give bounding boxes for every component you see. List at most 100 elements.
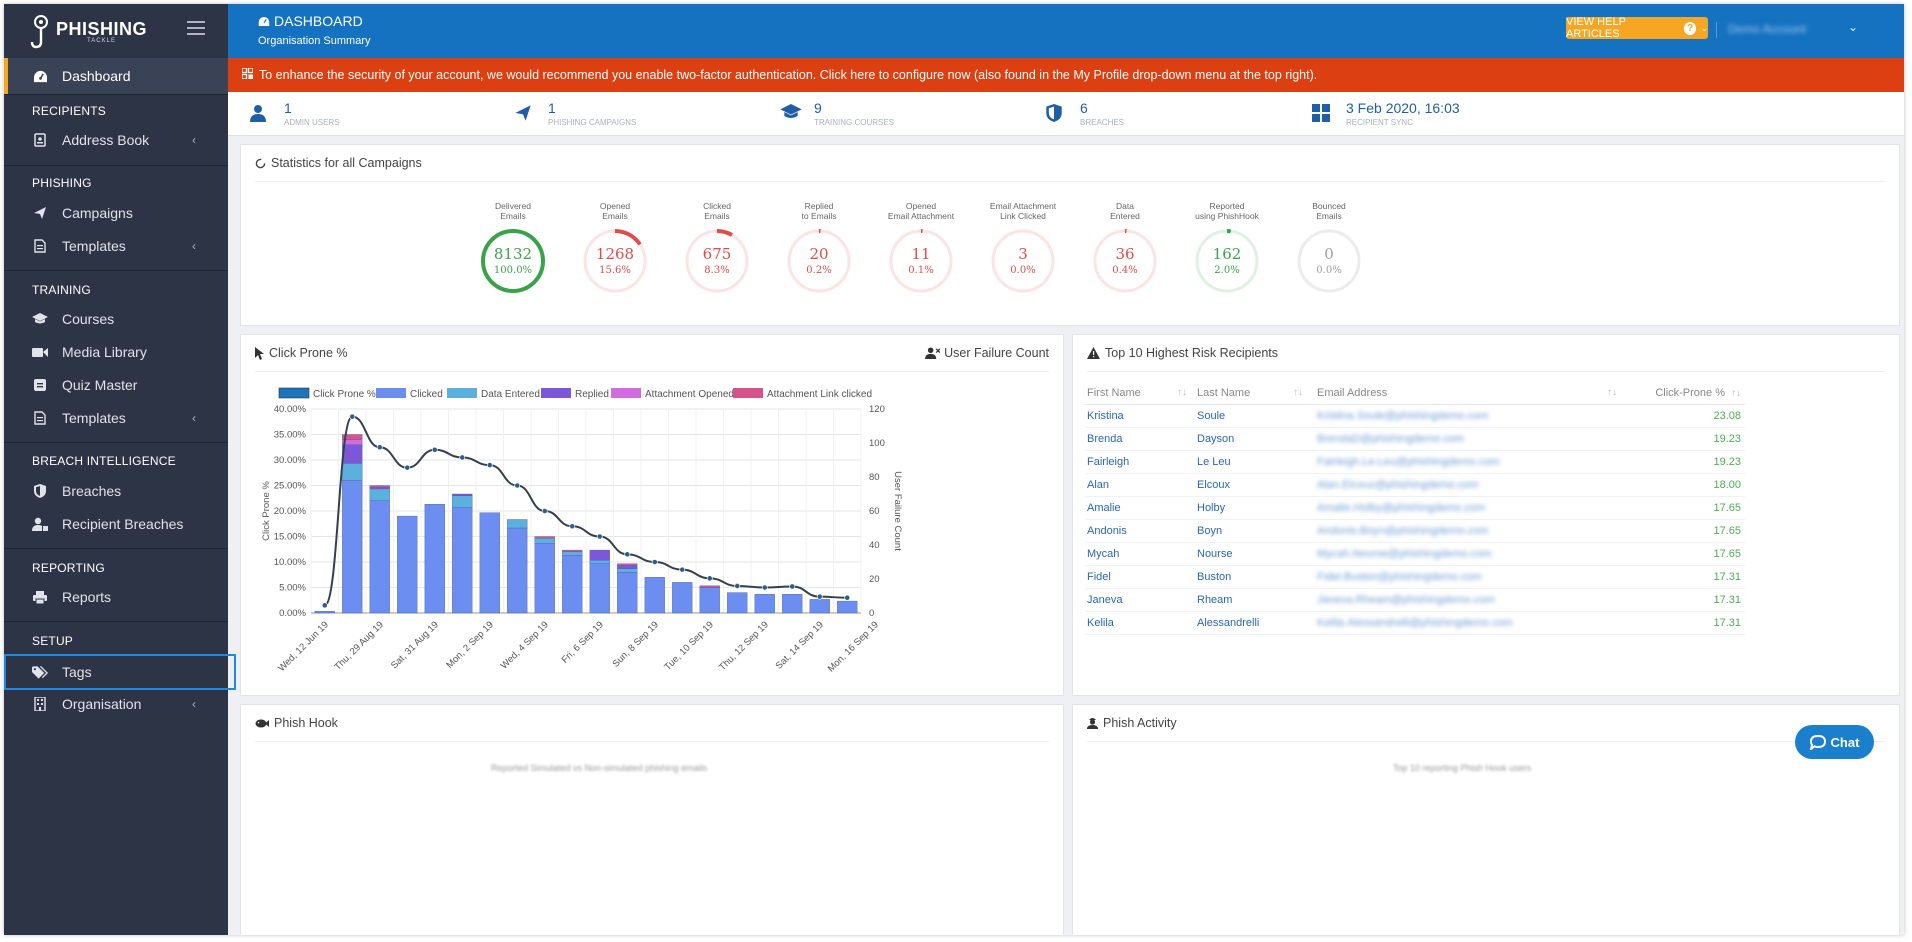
menu-toggle-icon[interactable] [187, 21, 205, 35]
chevron-down-icon[interactable]: ⌄ [1848, 20, 1859, 34]
table-row[interactable]: Fidel Buston Fidel.Buston@phishingdemo.com… [1085, 566, 1745, 589]
stat-recipient-sync[interactable]: 3 Feb 2020, 16:03 RECIPIENT SYNC [1312, 101, 1460, 127]
gauge-value: 11 [911, 245, 930, 263]
cell-last-name[interactable]: Nourse [1197, 548, 1233, 560]
bar-segment [314, 611, 335, 614]
cell-email[interactable]: Kristina.Soule@phishingdemo.com [1317, 410, 1489, 422]
cell-email[interactable]: Andonis.Boyn@phishingdemo.com [1317, 525, 1489, 537]
stat-breaches[interactable]: 6 BREACHES [1046, 101, 1124, 127]
x-tick-label: Sat, 14 Sep 19 [774, 619, 826, 671]
cell-email[interactable]: BrendaD@phishingdemo.com [1317, 433, 1464, 445]
x-tick-label: Tue, 10 Sep 19 [662, 619, 715, 672]
cell-last-name[interactable]: Soule [1197, 410, 1226, 422]
cell-first-name[interactable]: Kelila [1087, 617, 1114, 629]
stat-label: BREACHES [1080, 118, 1125, 127]
cell-last-name[interactable]: Buston [1197, 571, 1232, 583]
table-row[interactable]: Mycah Nourse Mycah.Nourse@phishingdemo.com… [1085, 543, 1745, 566]
bar-segment [369, 486, 390, 490]
logo-title: PHISHING [56, 19, 148, 39]
line-point [624, 551, 631, 558]
cell-last-name[interactable]: Boyn [1197, 525, 1223, 537]
cell-first-name[interactable]: Fairleigh [1087, 456, 1130, 468]
column-last-name[interactable]: Last Name ↑↓ [1197, 386, 1303, 399]
table-row[interactable]: Brenda Dayson BrendaD@phishingdemo.com 19.2… [1085, 428, 1745, 451]
logo-subtitle: TACKLE [87, 38, 116, 44]
legend-label: Data Entered [481, 389, 540, 400]
sidebar-item-breaches[interactable]: Breaches [4, 473, 228, 509]
cell-last-name[interactable]: Dayson [1197, 433, 1235, 445]
cell-first-name[interactable]: Kristina [1087, 410, 1124, 422]
column-email-address[interactable]: Email Address ↑↓ [1317, 386, 1617, 399]
line-point [541, 508, 548, 514]
sidebar-item-training-templates[interactable]: Templates ‹ [4, 400, 228, 436]
cell-email[interactable]: Amalie.Holby@phishingdemo.com [1317, 502, 1486, 514]
legend-label: Click Prone % [313, 389, 376, 400]
cell-first-name[interactable]: Mycah [1087, 548, 1120, 560]
phish-activity-panel: Phish Activity Top 10 reporting Phish Ho… [1072, 704, 1900, 935]
table-row[interactable]: Andonis Boyn Andonis.Boyn@phishingdemo.com… [1085, 520, 1745, 543]
sidebar-item-reports[interactable]: Reports [4, 579, 228, 615]
cell-first-name[interactable]: Fidel [1087, 571, 1111, 583]
cell-email[interactable]: Fidel.Buston@phishingdemo.com [1317, 571, 1482, 583]
cell-email[interactable]: Mycah.Nourse@phishingdemo.com [1317, 548, 1492, 560]
cell-email[interactable]: Alan.Elcoux@phishingdemo.com [1317, 479, 1479, 491]
y2-axis-title: User Failure Count [892, 471, 903, 551]
panel-header: Click Prone % User Failure Count [255, 335, 1049, 372]
stat-phishing-campaigns[interactable]: 1 PHISHING CAMPAIGNS [514, 101, 636, 127]
user-failure-count-toggle[interactable]: User Failure Count [925, 346, 1049, 360]
cell-email[interactable]: Kelila.Alessandrelli@phishingdemo.com [1317, 617, 1513, 629]
gauge-6: Data Entered 36 0.4% [1075, 201, 1175, 295]
panel-header: Statistics for all Campaigns [255, 145, 1885, 182]
cell-email[interactable]: Janeva.Rheam@phishingdemo.com [1317, 594, 1495, 606]
sidebar-item-dashboard[interactable]: Dashboard [4, 58, 228, 94]
stat-admin-users[interactable]: 1 ADMIN USERS [250, 101, 340, 127]
shield-icon [32, 483, 48, 499]
bar-segment [534, 537, 555, 544]
user-times-icon [925, 347, 941, 359]
cell-first-name[interactable]: Janeva [1087, 594, 1123, 606]
cell-first-name[interactable]: Alan [1087, 479, 1110, 491]
cell-first-name[interactable]: Amalie [1087, 502, 1121, 514]
gauge-arc [583, 229, 647, 293]
top-risk-panel: Top 10 Highest Risk Recipients First Nam… [1072, 334, 1900, 696]
sidebar-item-courses[interactable]: Courses [4, 301, 228, 337]
y-tick-label: 35.00% [274, 430, 307, 441]
sidebar-item-label: Templates [62, 410, 126, 426]
bar-segment [617, 565, 638, 569]
gauge-ring: 20 0.2% [787, 229, 851, 293]
cell-last-name[interactable]: Le Leu [1197, 456, 1231, 468]
sidebar-item-organisation[interactable]: Organisation ‹ [4, 686, 228, 722]
bar-segment [727, 592, 748, 614]
account-menu[interactable]: Demo Account [1728, 22, 1807, 36]
sidebar-item-quiz-master[interactable]: Quiz Master [4, 367, 228, 403]
sidebar-item-templates[interactable]: Templates ‹ [4, 228, 228, 264]
cell-last-name[interactable]: Elcoux [1197, 479, 1231, 491]
table-row[interactable]: Kristina Soule Kristina.Soule@phishingdemo… [1085, 405, 1745, 428]
table-row[interactable]: Amalie Holby Amalie.Holby@phishingdemo.com… [1085, 497, 1745, 520]
cell-first-name[interactable]: Brenda [1087, 433, 1123, 445]
printer-icon [32, 589, 48, 605]
column-click-prone[interactable]: Click-Prone % ↑↓ [1655, 386, 1741, 399]
sidebar-item-tags[interactable]: Tags [4, 654, 236, 690]
sidebar-item-address-book[interactable]: Address Book ‹ [4, 122, 228, 158]
sidebar-item-media-library[interactable]: Media Library [4, 334, 228, 370]
chat-button[interactable]: Chat [1795, 725, 1874, 759]
table-row[interactable]: Janeva Rheam Janeva.Rheam@phishingdemo.com… [1085, 589, 1745, 612]
cell-email[interactable]: Fairleigh.Le.Leu@phishingdemo.com [1317, 456, 1500, 468]
stat-training-courses[interactable]: 9 TRAINING COURSES [780, 101, 894, 127]
sidebar-item-recipient-breaches[interactable]: Recipient Breaches [4, 506, 228, 542]
table-row[interactable]: Kelila Alessandrelli Kelila.Alessandrelli@… [1085, 612, 1745, 635]
table-row[interactable]: Alan Elcoux Alan.Elcoux@phishingdemo.com 18… [1085, 474, 1745, 497]
cell-last-name[interactable]: Holby [1197, 502, 1226, 514]
cell-first-name[interactable]: Andonis [1087, 525, 1127, 537]
sidebar-item-campaigns[interactable]: Campaigns [4, 195, 228, 231]
view-help-articles-button[interactable]: VIEW HELP ARTICLES ? ⌄ [1566, 16, 1708, 40]
cell-last-name[interactable]: Rheam [1197, 594, 1233, 606]
logo[interactable]: PHISHING TACKLE [30, 12, 147, 52]
two-factor-alert[interactable]: To enhance the security of your account,… [228, 58, 1904, 92]
cell-last-name[interactable]: Alessandrelli [1197, 617, 1260, 629]
column-first-name[interactable]: First Name ↑↓ [1087, 386, 1187, 399]
line-point [844, 594, 851, 601]
gauge-percent: 2.0% [1214, 265, 1239, 276]
table-row[interactable]: Fairleigh Le Leu Fairleigh.Le.Leu@phishing… [1085, 451, 1745, 474]
